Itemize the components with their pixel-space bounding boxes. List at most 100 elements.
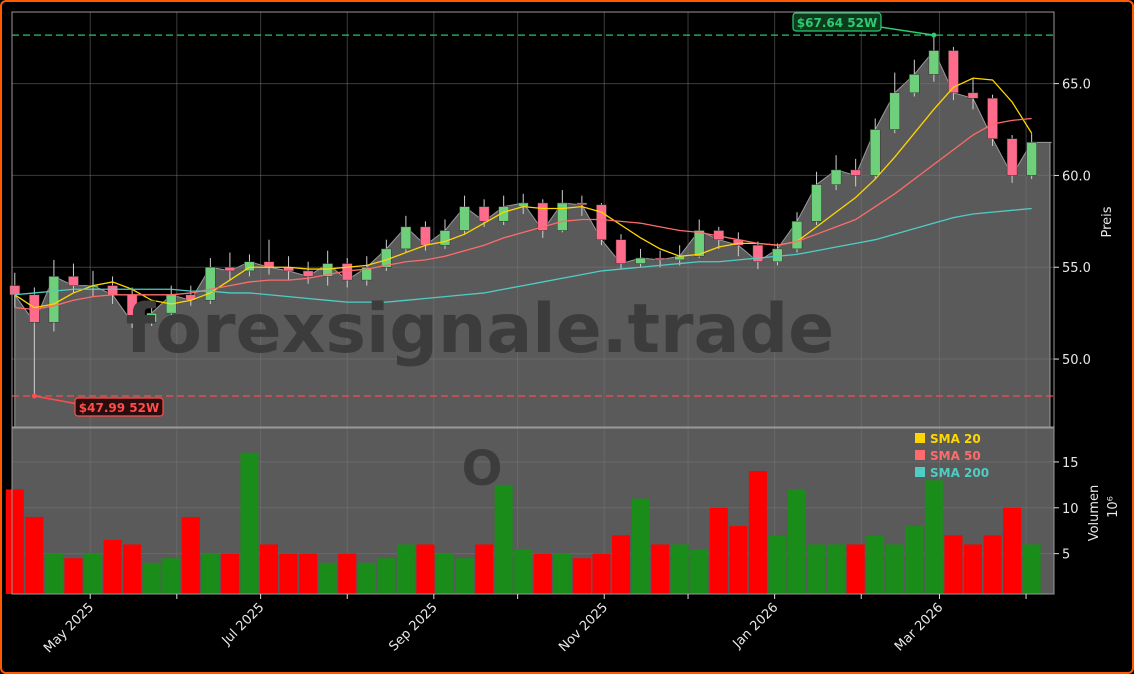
candle-up xyxy=(498,206,509,222)
candle-up xyxy=(322,263,333,277)
legend-swatch xyxy=(915,450,925,460)
candle-down xyxy=(1006,138,1018,176)
volume-bar xyxy=(905,526,924,594)
volume-tick-label: 15 xyxy=(1062,456,1079,471)
candle-up xyxy=(909,74,920,94)
candle-down xyxy=(107,285,118,296)
price-panel: $67.64 52W $47.99 52W xyxy=(9,12,1054,428)
volume-bar xyxy=(1022,544,1041,594)
high-52w-label: $67.64 52W xyxy=(797,16,877,30)
legend-swatch xyxy=(915,433,925,443)
candle-down xyxy=(302,270,314,277)
close-area xyxy=(14,49,1052,428)
candle-up xyxy=(439,230,451,246)
volume-bar xyxy=(260,544,279,594)
candle-up xyxy=(244,261,255,272)
volume-bar xyxy=(572,558,591,594)
volume-bar xyxy=(181,516,200,594)
price-tick-label: 65.0 xyxy=(1062,78,1091,93)
candle-down xyxy=(420,226,431,246)
price-axis-label: Preis xyxy=(1100,206,1115,237)
x-tick-label: May 2025 xyxy=(41,600,97,656)
volume-bar xyxy=(690,549,709,594)
x-tick-label: Jul 2025 xyxy=(219,600,268,649)
candle-up xyxy=(889,92,901,130)
volume-bar xyxy=(5,489,24,594)
volume-bar xyxy=(338,553,357,594)
volume-bar xyxy=(25,516,44,594)
volume-bar xyxy=(768,535,787,594)
volume-bar xyxy=(631,498,650,594)
volume-bar xyxy=(1003,507,1022,594)
volume-bar xyxy=(377,558,396,594)
volume-bar xyxy=(983,535,1002,594)
price-panel-border xyxy=(11,11,1055,428)
volume-bar xyxy=(494,484,513,594)
volume-bar xyxy=(44,553,63,594)
candle-up xyxy=(205,266,216,301)
volume-bar xyxy=(866,535,885,594)
candle-down xyxy=(948,50,959,94)
volume-bar xyxy=(807,544,826,594)
volume-panel xyxy=(5,428,1054,594)
volume-bar xyxy=(846,544,865,594)
volume-bar xyxy=(729,526,748,594)
volume-tick-label: 5 xyxy=(1062,548,1070,563)
candle-down xyxy=(263,261,275,268)
high-52w-arrow xyxy=(879,26,934,36)
volume-bar xyxy=(455,558,474,594)
candle-up xyxy=(48,276,60,323)
candle-up xyxy=(928,50,940,75)
x-tick-label: Jan 2026 xyxy=(730,600,782,652)
candle-down xyxy=(850,169,861,176)
candle-up xyxy=(1026,142,1037,176)
volume-axis-label: Volumen xyxy=(1087,485,1102,542)
legend-label: SMA 20 xyxy=(930,432,981,446)
candle-down xyxy=(987,98,998,139)
volume-bar xyxy=(514,549,533,594)
volume-bar xyxy=(748,471,767,594)
low-52w-arrow xyxy=(34,395,79,405)
x-tick-label: Nov 2025 xyxy=(556,600,611,655)
volume-bar xyxy=(787,489,806,594)
ticker-watermark: O xyxy=(462,441,503,497)
x-tick-label: Sep 2025 xyxy=(386,600,440,654)
volume-bar xyxy=(924,480,943,594)
price-tick-label: 50.0 xyxy=(1062,353,1091,368)
candle-down xyxy=(478,206,490,222)
candle-down xyxy=(615,239,627,264)
x-tick-label: Mar 2026 xyxy=(892,600,946,654)
candle-up xyxy=(400,226,412,250)
candle-down xyxy=(752,244,764,262)
volume-scale-label: 10⁶ xyxy=(1106,496,1121,518)
legend-swatch xyxy=(915,467,925,477)
watermark: forexsignale.trade xyxy=(126,290,835,369)
volume-bar xyxy=(670,544,689,594)
candle-up xyxy=(146,312,157,323)
volume-bar xyxy=(84,553,103,594)
volume-bar xyxy=(963,544,982,594)
low-52w-label-box xyxy=(74,397,164,417)
candle-up xyxy=(459,206,470,231)
candle-up xyxy=(791,221,803,250)
volume-bar xyxy=(162,558,181,594)
low-52w-arrowhead xyxy=(31,393,37,399)
volume-bar xyxy=(220,553,239,594)
volume-bar xyxy=(201,553,220,594)
volume-bar xyxy=(592,553,611,594)
volume-bar xyxy=(651,544,670,594)
volume-panel-border xyxy=(11,427,1055,595)
candle-down xyxy=(537,202,549,231)
volume-bar xyxy=(475,544,494,594)
sma-line-sma50 xyxy=(14,117,1032,311)
legend-label: SMA 50 xyxy=(930,449,981,463)
volume-bar xyxy=(611,535,630,594)
volume-bar xyxy=(553,553,572,594)
candle-down xyxy=(654,257,666,261)
candle-down xyxy=(596,204,607,240)
candle-up xyxy=(693,230,705,257)
volume-tick-label: 10 xyxy=(1062,502,1079,517)
volume-bar xyxy=(827,544,846,594)
volume-bar xyxy=(357,562,376,594)
